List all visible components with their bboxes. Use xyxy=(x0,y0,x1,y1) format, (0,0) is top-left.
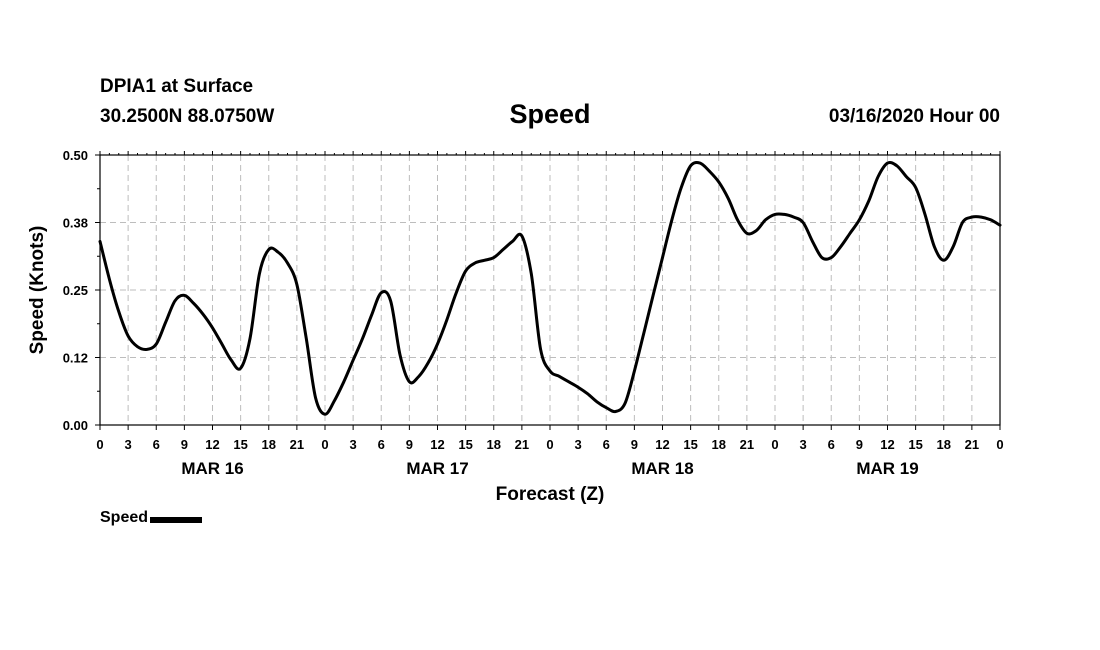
x-tick-label: 18 xyxy=(262,437,276,452)
x-tick-label: 0 xyxy=(96,437,103,452)
legend-swatch xyxy=(150,517,203,523)
day-label: MAR 18 xyxy=(631,459,693,478)
x-tick-label: 9 xyxy=(856,437,863,452)
x-tick-label: 6 xyxy=(603,437,610,452)
y-tick-labels: 0.00 0.12 0.25 0.38 0.50 xyxy=(63,148,88,433)
forecast-datetime: 03/16/2020 Hour 00 xyxy=(828,106,1000,127)
y-tick-label: 0.50 xyxy=(63,148,88,163)
x-tick-label: 15 xyxy=(908,437,922,452)
x-tick-label: 12 xyxy=(880,437,894,452)
x-tick-label: 15 xyxy=(233,437,247,452)
x-tick-label: 18 xyxy=(937,437,951,452)
y-axis-label: Speed (Knots) xyxy=(27,226,48,355)
x-tick-label: 21 xyxy=(290,437,304,452)
coordinates-label: 30.2500N 88.0750W xyxy=(100,106,275,127)
x-tick-label: 15 xyxy=(683,437,697,452)
x-tick-label: 0 xyxy=(321,437,328,452)
x-tick-label: 21 xyxy=(740,437,754,452)
x-tick-label: 12 xyxy=(430,437,444,452)
x-tick-label: 9 xyxy=(631,437,638,452)
x-axis-label: Forecast (Z) xyxy=(496,484,605,505)
legend: Speed xyxy=(100,509,203,527)
x-tick-label: 0 xyxy=(996,437,1003,452)
x-tick-label: 3 xyxy=(350,437,357,452)
x-tick-label: 12 xyxy=(655,437,669,452)
x-tick-label: 3 xyxy=(575,437,582,452)
x-tick-labels: 0 3 6 9 12 15 18 21 0 3 6 9 12 15 18 21 0 3 6 9 12 15 18 21 0 3 6 9… xyxy=(96,437,1003,452)
x-tick-label: 18 xyxy=(487,437,501,452)
day-label: MAR 19 xyxy=(856,459,918,478)
station-label: DPIA1 at Surface xyxy=(100,76,254,97)
x-tick-label: 15 xyxy=(458,437,472,452)
y-tick-label: 0.00 xyxy=(63,418,88,433)
x-tick-label: 21 xyxy=(515,437,529,452)
axis-ticks xyxy=(95,151,1001,430)
day-labels: MAR 16 MAR 17 MAR 18 MAR 19 xyxy=(181,459,918,478)
x-tick-label: 0 xyxy=(771,437,778,452)
chart-title: Speed xyxy=(509,99,591,129)
x-tick-label: 6 xyxy=(828,437,835,452)
legend-label: Speed xyxy=(100,509,149,526)
x-tick-label: 9 xyxy=(406,437,413,452)
x-tick-label: 12 xyxy=(205,437,219,452)
grid-lines xyxy=(100,155,1000,425)
x-tick-label: 6 xyxy=(378,437,385,452)
day-label: MAR 17 xyxy=(406,459,468,478)
y-tick-label: 0.12 xyxy=(63,351,88,366)
x-tick-label: 0 xyxy=(546,437,553,452)
day-label: MAR 16 xyxy=(181,459,243,478)
x-tick-label: 6 xyxy=(153,437,160,452)
x-tick-label: 3 xyxy=(800,437,807,452)
speed-series-line xyxy=(98,160,1002,416)
x-tick-label: 9 xyxy=(181,437,188,452)
x-tick-label: 18 xyxy=(712,437,726,452)
x-tick-label: 3 xyxy=(125,437,132,452)
x-tick-label: 21 xyxy=(965,437,979,452)
y-tick-label: 0.25 xyxy=(63,283,88,298)
y-tick-label: 0.38 xyxy=(63,216,88,231)
